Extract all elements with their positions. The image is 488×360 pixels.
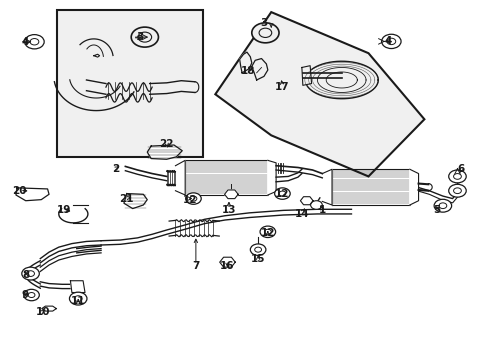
Polygon shape — [322, 169, 331, 205]
Polygon shape — [300, 197, 312, 205]
Circle shape — [433, 199, 451, 212]
Circle shape — [22, 267, 39, 280]
Polygon shape — [239, 52, 251, 73]
Text: 18: 18 — [241, 66, 255, 76]
Text: 5: 5 — [432, 205, 439, 215]
Circle shape — [138, 32, 151, 42]
Circle shape — [274, 188, 289, 199]
Circle shape — [438, 203, 446, 208]
Circle shape — [381, 34, 400, 49]
Circle shape — [131, 27, 158, 47]
Text: 4: 4 — [384, 36, 391, 46]
Circle shape — [25, 35, 44, 49]
Text: 12: 12 — [183, 195, 197, 204]
Circle shape — [30, 39, 39, 45]
Text: 2: 2 — [112, 164, 119, 174]
Polygon shape — [219, 257, 235, 267]
Polygon shape — [175, 160, 185, 195]
Polygon shape — [301, 66, 311, 85]
Bar — [57, 10, 203, 157]
Text: 22: 22 — [159, 139, 174, 149]
Circle shape — [24, 289, 39, 301]
Circle shape — [453, 188, 460, 194]
Text: 9: 9 — [21, 290, 28, 300]
Circle shape — [259, 28, 271, 37]
Text: 14: 14 — [294, 209, 308, 219]
Polygon shape — [409, 169, 418, 205]
Text: 17: 17 — [275, 82, 289, 92]
Circle shape — [251, 23, 279, 43]
Text: 11: 11 — [71, 296, 85, 306]
Text: 13: 13 — [221, 205, 236, 215]
Circle shape — [448, 170, 465, 183]
Circle shape — [448, 184, 465, 197]
Text: 16: 16 — [220, 261, 234, 271]
Text: 8: 8 — [22, 270, 29, 280]
Text: 12: 12 — [275, 189, 289, 199]
Text: 3: 3 — [136, 32, 143, 42]
Circle shape — [250, 244, 265, 255]
Circle shape — [386, 38, 395, 45]
Polygon shape — [251, 59, 267, 80]
Text: 10: 10 — [36, 307, 50, 317]
Text: 4: 4 — [21, 37, 28, 48]
Polygon shape — [41, 306, 56, 311]
Circle shape — [28, 293, 35, 297]
Polygon shape — [267, 160, 276, 195]
Circle shape — [260, 226, 275, 238]
Polygon shape — [70, 281, 85, 293]
Text: 19: 19 — [56, 205, 71, 215]
Circle shape — [185, 193, 201, 204]
Circle shape — [69, 292, 87, 305]
Text: 12: 12 — [260, 228, 275, 238]
Circle shape — [190, 196, 197, 201]
Text: 6: 6 — [456, 164, 464, 174]
Text: 20: 20 — [13, 186, 27, 196]
Text: 1: 1 — [318, 205, 325, 215]
Text: 3: 3 — [260, 18, 267, 28]
Circle shape — [279, 191, 285, 196]
Polygon shape — [123, 194, 147, 208]
Circle shape — [254, 247, 261, 252]
Polygon shape — [215, 12, 424, 176]
Circle shape — [453, 174, 460, 179]
Text: 7: 7 — [192, 261, 199, 271]
Text: 21: 21 — [120, 194, 134, 203]
Circle shape — [27, 271, 34, 276]
Circle shape — [264, 229, 271, 234]
Circle shape — [74, 296, 82, 301]
Polygon shape — [147, 145, 182, 159]
Text: 15: 15 — [250, 254, 265, 264]
Polygon shape — [16, 188, 49, 201]
Polygon shape — [224, 190, 238, 199]
Circle shape — [310, 201, 322, 209]
